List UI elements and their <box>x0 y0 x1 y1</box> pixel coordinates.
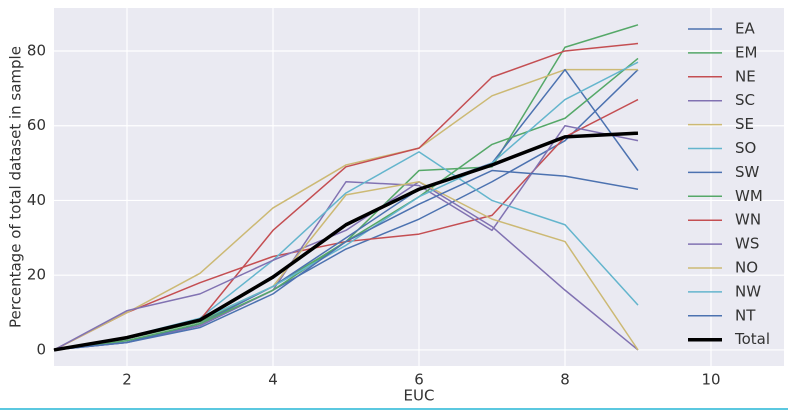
y-tick-label: 20 <box>27 266 46 284</box>
legend-label: WM <box>735 187 763 205</box>
y-axis-label: Percentage of total dataset in sample <box>7 46 25 328</box>
series-line <box>53 131 639 352</box>
legend-label: EA <box>735 20 755 38</box>
legend-label: NE <box>735 67 756 85</box>
legend-label: SO <box>735 139 756 157</box>
legend-label: SC <box>735 91 755 109</box>
series-line <box>53 68 638 351</box>
x-tick-label: 2 <box>122 371 132 389</box>
x-axis-label: EUC <box>404 387 435 405</box>
legend-label: EM <box>735 43 757 61</box>
series-line <box>53 181 639 351</box>
legend-label: WN <box>735 211 761 229</box>
y-tick-label: 60 <box>27 116 46 134</box>
legend-label: SW <box>735 163 760 181</box>
legend-label: NW <box>735 282 761 300</box>
legend-label: NO <box>735 259 758 277</box>
x-tick-label: 8 <box>560 371 570 389</box>
x-tick-label: 4 <box>268 371 278 389</box>
y-tick-label: 40 <box>27 191 46 209</box>
x-tick-label: 6 <box>414 371 424 389</box>
y-tick-label: 0 <box>36 340 46 358</box>
x-tick-label: 10 <box>701 371 720 389</box>
legend-label: NT <box>735 306 756 324</box>
legend-label: WS <box>735 235 759 253</box>
legend-label: Total <box>734 330 770 348</box>
series-line <box>53 68 639 351</box>
legend-label: SE <box>735 115 754 133</box>
series-line <box>53 169 639 351</box>
y-tick-label: 80 <box>27 41 46 59</box>
